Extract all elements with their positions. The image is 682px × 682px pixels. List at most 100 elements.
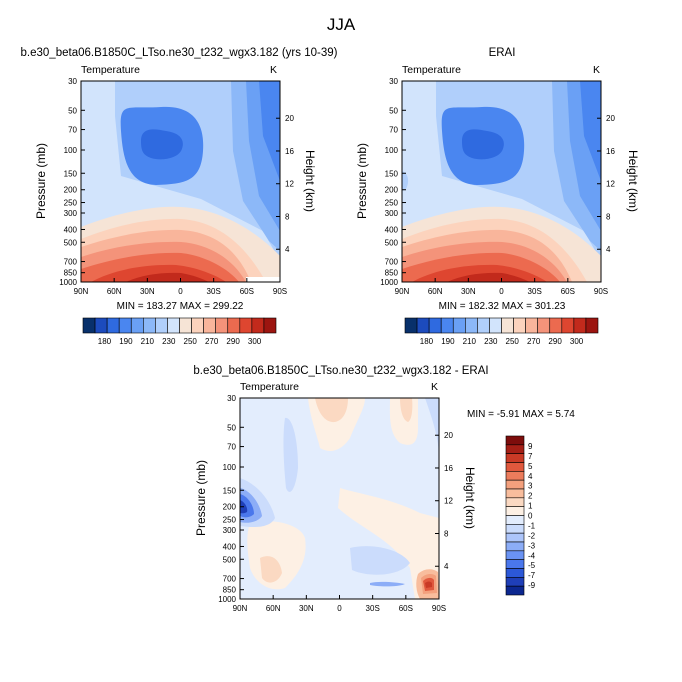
x-tick-label: 0	[499, 287, 504, 296]
y2-tick-label: 4	[285, 245, 290, 254]
band-l185-right	[580, 81, 601, 181]
colorbar-swatch	[203, 317, 216, 334]
panel-model-variable-label: Temperature	[81, 64, 140, 76]
x-tick-label: 30S	[207, 287, 221, 296]
x-tick-label: 90N	[74, 287, 89, 296]
y-tick-label: 700	[223, 575, 237, 584]
colorbar-label: 290	[548, 337, 562, 346]
panel-difference-variable-label: Temperature	[240, 381, 299, 393]
panel-erai-units-label: K	[593, 64, 600, 76]
y-tick-label: 70	[68, 126, 77, 135]
y2-tick-label: 8	[606, 212, 611, 221]
panel-difference-ylabel: Pressure (mb)	[194, 460, 208, 536]
colorbar-label: -2	[528, 531, 536, 540]
y2-tick-label: 4	[444, 562, 449, 571]
x-tick-label: 90S	[594, 287, 608, 296]
band-d1-top	[315, 398, 348, 423]
y-tick-label: 200	[223, 503, 237, 512]
panel-erai-axes: 90N 60N 30N 0 30S 60S 90S 30 50 70 100 150 200 250300…	[380, 77, 615, 296]
y-tick-label: 30	[227, 394, 236, 403]
colorbar-label: 9	[528, 442, 533, 451]
y-tick-label: 250	[223, 516, 237, 525]
colorbar-swatch	[227, 317, 241, 334]
panel-difference-stats: MIN = -5.91 MAX = 5.74	[467, 409, 575, 420]
panel-erai: ERAI Temperature K 90N 60N 30N 0 30S 60S 90S 30…	[355, 47, 640, 312]
band-d5-surface	[425, 581, 432, 588]
colorbar-swatch	[505, 453, 525, 463]
y2-tick-label: 8	[285, 212, 290, 221]
y-tick-label: 30	[389, 77, 398, 86]
colorbar-label: 210	[463, 337, 477, 346]
band-l300	[447, 272, 530, 282]
y-tick-label: 100	[223, 463, 237, 472]
colorbar-swatch	[82, 317, 96, 334]
band-d0-pos-mid	[338, 488, 439, 599]
colorbar-swatch	[505, 559, 525, 569]
colorbar-label: 250	[184, 337, 198, 346]
colorbar-label: -3	[528, 541, 536, 550]
colorbar-swatch	[505, 568, 525, 578]
colorbar-swatch	[179, 317, 192, 334]
colorbar-swatch	[505, 515, 525, 525]
surface-mask	[246, 277, 280, 282]
colorbar-label: 270	[527, 337, 541, 346]
panel-model-field	[81, 81, 280, 282]
colorbar-label: 300	[248, 337, 262, 346]
colorbar-swatch	[501, 317, 514, 334]
colorbar-swatch	[106, 317, 120, 334]
x-tick-label: 90N	[233, 604, 248, 613]
colorbar-swatch	[505, 524, 525, 534]
band-l300	[126, 272, 209, 282]
colorbar-label: 0	[528, 512, 533, 521]
y-tick-label: 100	[385, 146, 399, 155]
panel-model-units-label: K	[270, 64, 277, 76]
colorbar-swatch	[489, 317, 502, 334]
colorbar-swatch	[505, 550, 525, 560]
colorbar-swatch	[428, 317, 442, 334]
x-tick-label: 90N	[395, 287, 410, 296]
x-tick-label: 60S	[399, 604, 413, 613]
colorbar-swatch	[477, 317, 490, 334]
y-tick-label: 1000	[218, 595, 236, 604]
colorbar-swatch	[561, 317, 575, 334]
colorbar-swatch	[465, 317, 478, 334]
colorbar-label: 230	[162, 337, 176, 346]
x-tick-label: 60S	[561, 287, 575, 296]
colorbar-swatch	[251, 317, 265, 334]
colorbar-swatch	[239, 317, 253, 334]
colorbar-label: 5	[528, 462, 533, 471]
y-tick-label: 300	[64, 209, 78, 218]
x-tick-label: 0	[178, 287, 183, 296]
y-tick-label: 850	[385, 269, 399, 278]
colorbar-swatch	[585, 317, 599, 334]
panel-erai-y2label: Height (km)	[626, 150, 640, 212]
x-tick-label: 30N	[299, 604, 314, 613]
x-tick-label: 60N	[266, 604, 281, 613]
colorbar-label: 180	[420, 337, 434, 346]
panel-model-ylabel: Pressure (mb)	[34, 143, 48, 219]
panel-model-title: b.e30_beta06.B1850C_LTso.ne30_t232_wgx3.…	[21, 47, 338, 59]
panel-model: b.e30_beta06.B1850C_LTso.ne30_t232_wgx3.…	[21, 47, 338, 312]
colorbar-swatch	[505, 435, 525, 446]
band-d-1-lower	[350, 546, 410, 575]
panel-difference-title: b.e30_beta06.B1850C_LTso.ne30_t232_wgx3.…	[193, 365, 488, 377]
y-tick-label: 150	[64, 169, 78, 178]
colorbar-swatch	[505, 497, 525, 507]
colorbar-swatch	[94, 317, 108, 334]
colorbar-label: -5	[528, 561, 536, 570]
panel-difference-field	[240, 398, 439, 599]
y2-tick-label: 4	[606, 245, 611, 254]
panel-model-axes: 90N 60N 30N 0 30S 60S 90S 30 50 70 100 150 200 250300…	[59, 77, 294, 296]
y-tick-label: 50	[227, 423, 236, 432]
y-tick-label: 850	[64, 269, 78, 278]
x-tick-label: 60N	[107, 287, 122, 296]
band-d-1-mid	[283, 417, 298, 492]
colorbar-label: 290	[226, 337, 240, 346]
colorbar-swatch	[155, 317, 168, 334]
colorbar-swatch	[505, 471, 525, 481]
x-tick-label: 30S	[366, 604, 380, 613]
y-tick-label: 300	[385, 209, 399, 218]
x-tick-label: 30N	[140, 287, 155, 296]
panel-erai-title: ERAI	[489, 47, 516, 59]
